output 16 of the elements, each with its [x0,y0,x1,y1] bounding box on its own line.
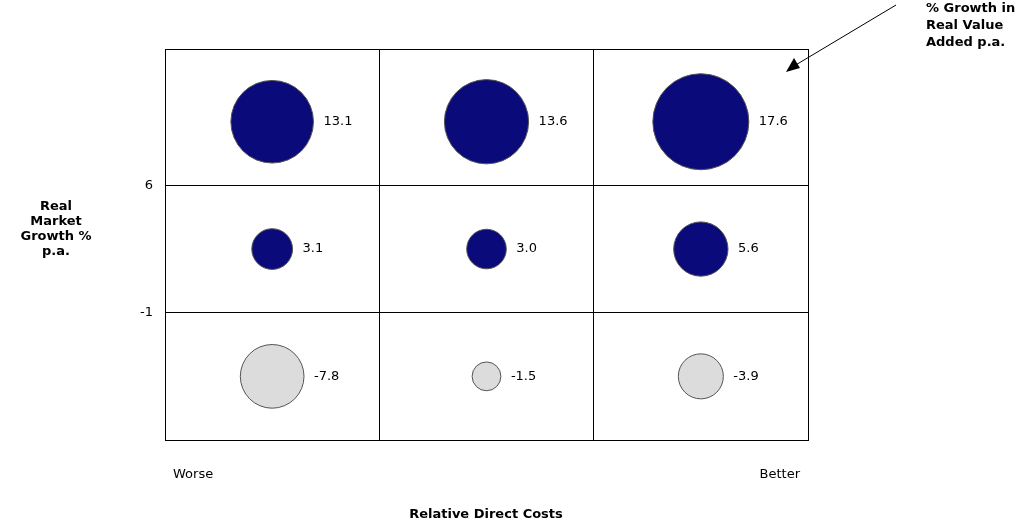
x-tick-label: Worse [173,466,214,482]
annotation: -3.9 [733,367,759,383]
annotation: -1.5 [510,367,537,383]
text: % Growth in Real Value Added p.a. [926,0,1017,50]
x-tick-label: Better [759,466,801,482]
annotation: 13.6 [538,113,568,129]
annotation: -7.8 [314,367,340,383]
annotation: 5.6 [737,240,759,256]
annotation: 17.6 [758,113,788,129]
annotation: 3.0 [516,240,537,256]
annotation: 13.1 [323,113,353,129]
annotation: 3.1 [302,240,324,256]
y-tick-label: -1 [140,304,153,320]
y-axis-title: Real Market Growth % p.a. [20,198,92,258]
x-axis-title: Relative Direct Costs [408,506,564,521]
y-tick-label: 6 [144,176,153,192]
